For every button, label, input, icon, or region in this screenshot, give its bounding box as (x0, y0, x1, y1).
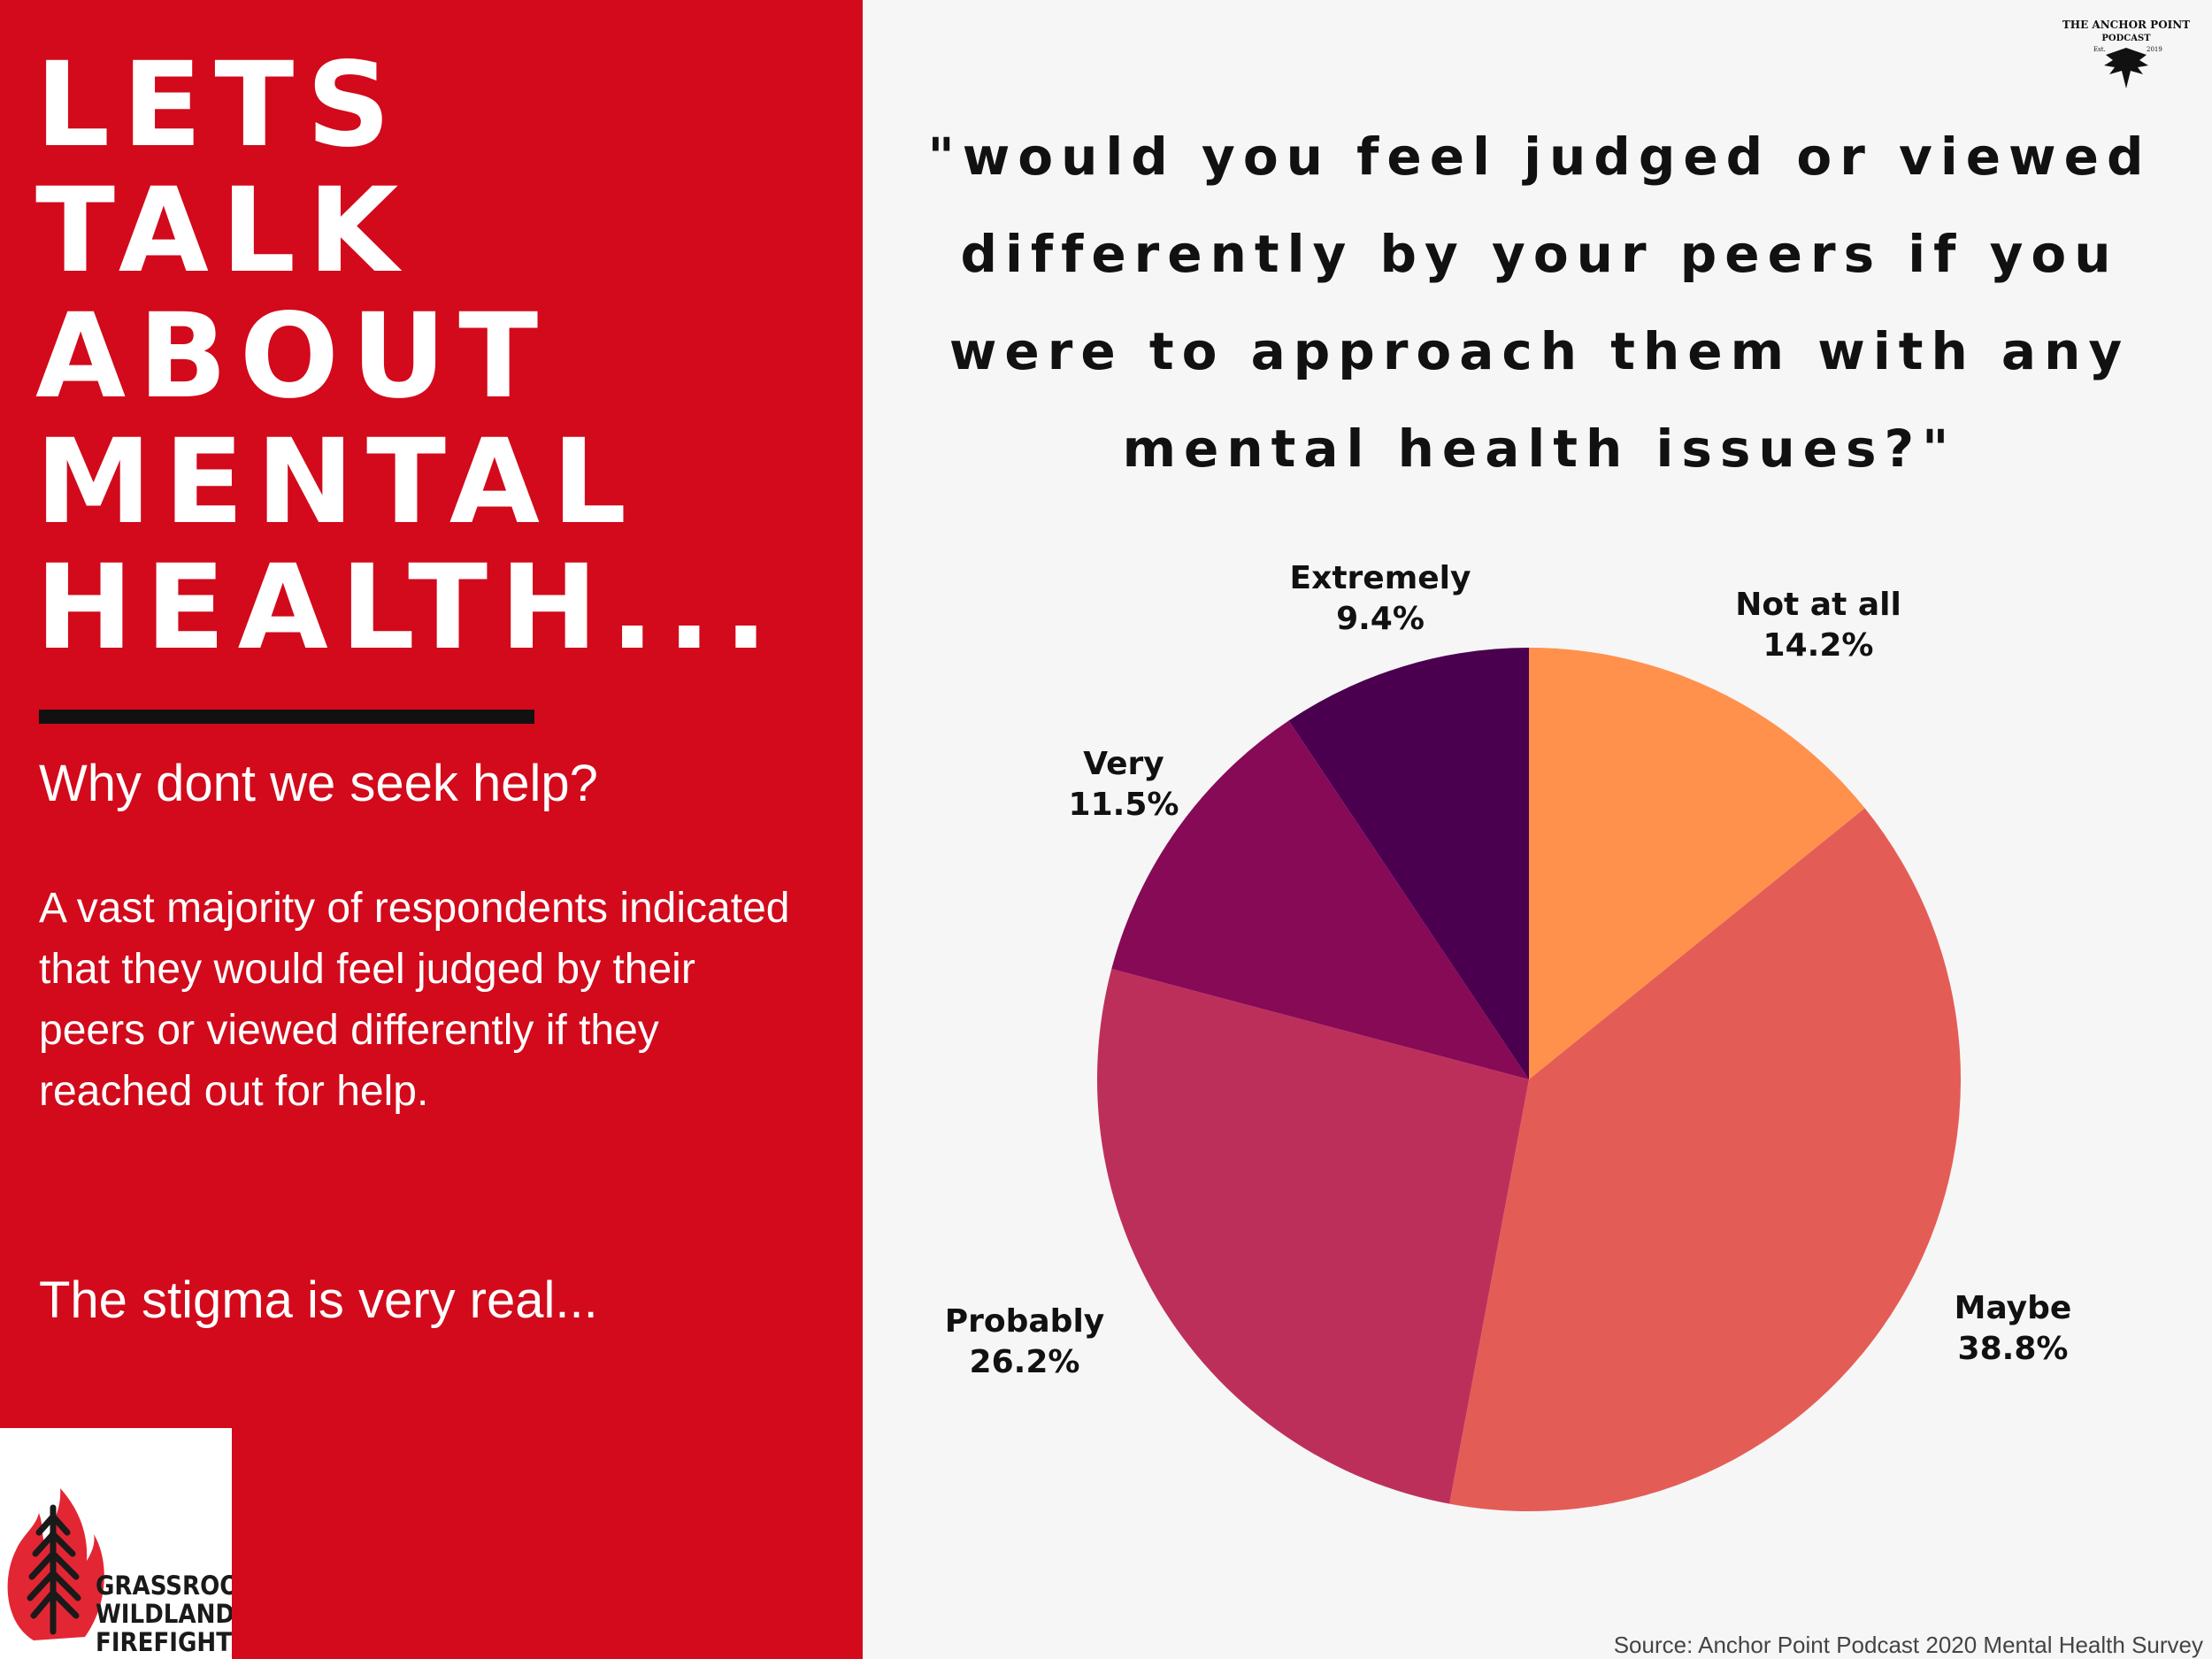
grassroots-wildland-firefighters-logo: GRASSROOTS WILDLAND FIREFIGHTERS (0, 1428, 282, 1659)
closing-statement: The stigma is very real... (39, 1271, 598, 1329)
slice-category-label: Not at all (1735, 587, 1901, 623)
survey-question: "would you feel judged or viewed differe… (927, 127, 2152, 479)
pie-labels: Not at all 14.2% Maybe 38.8% Probably 26.2% Ve… (945, 560, 2072, 1380)
slice-category-label: Extremely (1290, 560, 1471, 596)
slice-category-label: Very (1083, 746, 1164, 782)
source-note: Source: Anchor Point Podcast 2020 Mental… (1613, 1632, 2203, 1658)
logo-text-line: THE ANCHOR POINT (2062, 19, 2190, 31)
logo-text-line: 2019 (2147, 46, 2162, 53)
logo-text-line: Est. (2093, 46, 2106, 53)
headline-line: ABOUT (35, 288, 551, 425)
body-paragraph: A vast majority of respondents indicated… (39, 885, 790, 1115)
subheading: Why dont we seek help? (39, 755, 598, 812)
slice-value-label: 26.2% (970, 1344, 1080, 1380)
divider (39, 710, 534, 724)
anchor-point-podcast-logo: THE ANCHOR POINT PODCAST Est. 2019 (2062, 19, 2190, 88)
pie-slice-extremely (1288, 648, 1529, 1079)
pie-slice-probably (1097, 969, 1529, 1504)
logo-text-line: WILDLAND (96, 1599, 232, 1629)
slice-category-label: Maybe (1955, 1290, 2072, 1326)
headline-line: HEALTH... (35, 540, 781, 676)
pie-slice-maybe (1449, 808, 1962, 1512)
pie-slice-not-at-all (1529, 648, 1865, 1079)
slice-value-label: 38.8% (1958, 1331, 2069, 1367)
pie-slice-very (1111, 720, 1529, 1079)
headline: LETS TALK ABOUT MENTAL HEALTH... (35, 42, 832, 671)
left-panel: LETS TALK ABOUT MENTAL HEALTH... Why don… (0, 0, 863, 1659)
headline-line: MENTAL (35, 414, 640, 550)
pie-slices (1097, 648, 1962, 1512)
headline-line: LETS (35, 37, 403, 173)
slice-value-label: 9.4% (1336, 601, 1425, 637)
slice-value-label: 11.5% (1069, 787, 1179, 823)
eagle-icon (2104, 48, 2148, 88)
slice-value-label: 14.2% (1763, 627, 1874, 664)
logo-text-line: PODCAST (2101, 34, 2151, 43)
headline-line: TALK (35, 163, 411, 299)
slice-category-label: Probably (945, 1303, 1105, 1340)
